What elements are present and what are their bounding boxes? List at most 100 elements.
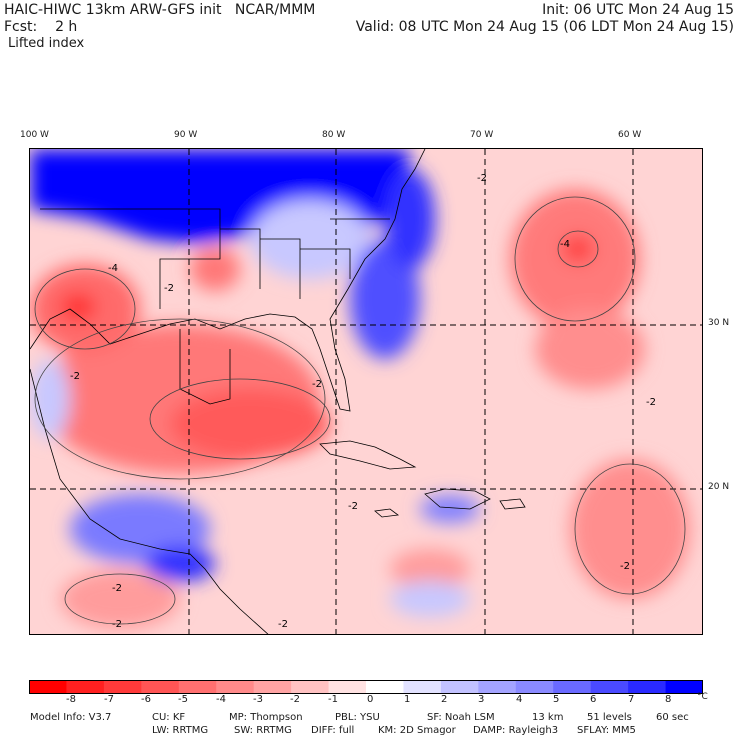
lon-label-60w: 60 W bbox=[618, 130, 642, 140]
atlantic-south-region bbox=[535, 309, 645, 389]
fcst-value: 2 h bbox=[55, 19, 78, 35]
footer-timestep: 60 sec bbox=[656, 712, 689, 723]
colorbar-swatch bbox=[178, 680, 217, 694]
footer-diff: DIFF: full bbox=[311, 725, 355, 736]
colorbar-swatch bbox=[403, 680, 442, 694]
colorbar-unit: °C bbox=[697, 692, 708, 702]
init-time: Init: 06 UTC Mon 24 Aug 15 bbox=[542, 2, 734, 18]
texas-core bbox=[60, 293, 96, 321]
footer-mp: MP: Thompson bbox=[229, 712, 303, 723]
map-canvas: -2 -4 -2 -2 -2 -2 -2 -2 -2 -2 -4 -2 bbox=[30, 149, 702, 634]
colorbar-label: 7 bbox=[628, 694, 635, 705]
colorbar-label: 8 bbox=[665, 694, 672, 705]
caribbean-south-region bbox=[390, 549, 470, 589]
colorbar-label: 1 bbox=[404, 694, 411, 705]
cuba bbox=[319, 440, 417, 470]
lat-label-20n: 20 N bbox=[708, 482, 730, 492]
puerto-rico bbox=[499, 498, 526, 510]
contour-label: -4 bbox=[560, 239, 570, 250]
org-label: NCAR/MMM bbox=[234, 2, 316, 18]
colorbar-swatch bbox=[553, 680, 592, 694]
gulf-atlantic-coast bbox=[30, 149, 426, 412]
run-title: HAIC-HIWC 13km ARW-GFS init bbox=[4, 2, 222, 18]
gulfstream-stable-region bbox=[350, 239, 420, 359]
lon-label-80w: 80 W bbox=[322, 130, 346, 140]
footer-damp: DAMP: Rayleigh3 bbox=[473, 725, 559, 736]
colorbar-label: -4 bbox=[216, 694, 226, 705]
lat-lon-grid bbox=[30, 149, 702, 634]
li-contours bbox=[34, 196, 686, 625]
footer-resolution: 13 km bbox=[532, 712, 564, 723]
colorbar-label: -7 bbox=[104, 694, 114, 705]
colorbar-swatch bbox=[590, 680, 629, 694]
colorbar-swatch bbox=[328, 680, 367, 694]
colorbar-label: -3 bbox=[253, 694, 263, 705]
hispaniola-stable-region bbox=[420, 495, 480, 523]
colorbar-label: 2 bbox=[441, 694, 448, 705]
colorbar-swatch bbox=[216, 680, 255, 694]
valid-time: Valid: 08 UTC Mon 24 Aug 15 (06 LDT Mon … bbox=[355, 19, 734, 35]
colorbar-label: 3 bbox=[478, 694, 485, 705]
contour-label: -2 bbox=[348, 501, 358, 512]
weather-map: -2 -4 -2 -2 -2 -2 -2 -2 -2 -2 -4 -2 bbox=[29, 148, 703, 635]
colorbar-swatch bbox=[366, 680, 404, 694]
colorbar-swatch bbox=[515, 680, 554, 694]
contour-label: -2 bbox=[70, 371, 80, 382]
contour-label: -2 bbox=[112, 619, 122, 630]
mexico-central-america-coast bbox=[30, 368, 269, 634]
guatemala-stable-core bbox=[145, 546, 215, 582]
hispaniola bbox=[424, 488, 491, 510]
lon-label-90w: 90 W bbox=[174, 130, 198, 140]
footer-sw: SW: RRTMG bbox=[234, 725, 292, 736]
jamaica bbox=[374, 508, 400, 518]
colorbar-label: 0 bbox=[367, 694, 374, 705]
contour-label: -4 bbox=[108, 263, 118, 274]
colorbar-label: 6 bbox=[590, 694, 597, 705]
contour-label: -2 bbox=[278, 619, 288, 630]
carolina-stable-region bbox=[385, 169, 435, 269]
lon-label-70w: 70 W bbox=[470, 130, 494, 140]
contour-label: -2 bbox=[646, 397, 656, 408]
colorbar-swatch bbox=[66, 680, 105, 694]
lon-label-100w: 100 W bbox=[20, 130, 49, 140]
colorbar-swatch bbox=[628, 680, 667, 694]
colorbar-label: -2 bbox=[290, 694, 300, 705]
colorbar-label: 5 bbox=[553, 694, 560, 705]
footer-sflay: SFLAY: MM5 bbox=[577, 725, 636, 736]
pacific-region bbox=[60, 569, 180, 629]
yucatan bbox=[179, 329, 231, 405]
field-name: Lifted index bbox=[8, 36, 85, 51]
lower-miss-region bbox=[190, 247, 240, 291]
colorbar-swatch bbox=[141, 680, 180, 694]
colorbar-label: -1 bbox=[328, 694, 338, 705]
contour-label: -2 bbox=[620, 561, 630, 572]
colorbar-swatch bbox=[291, 680, 330, 694]
colorbar bbox=[29, 680, 703, 694]
footer-sf: SF: Noah LSM bbox=[427, 712, 495, 723]
colorbar-swatch bbox=[253, 680, 292, 694]
colorbar-swatch bbox=[478, 680, 517, 694]
footer-model: Model Info: V3.7 bbox=[30, 712, 112, 723]
gulf-core-region bbox=[170, 389, 330, 459]
caribbean-east-region bbox=[570, 459, 690, 599]
colorbar-swatch bbox=[29, 680, 67, 694]
fcst-label: Fcst: bbox=[4, 19, 38, 35]
colorbar-label: 4 bbox=[516, 694, 523, 705]
contour-label: -2 bbox=[312, 379, 322, 390]
shaded-field bbox=[30, 149, 690, 629]
colorbar-swatch bbox=[103, 680, 142, 694]
west-mexico-stable bbox=[30, 359, 70, 439]
contour-label: -2 bbox=[164, 283, 174, 294]
forecast-hour: Fcst: 2 h bbox=[4, 19, 77, 35]
footer-lw: LW: RRTMG bbox=[152, 725, 209, 736]
title-line: HAIC-HIWC 13km ARW-GFS init NCAR/MMM bbox=[4, 2, 315, 18]
contour-label: -2 bbox=[477, 173, 487, 184]
footer-pbl: PBL: YSU bbox=[335, 712, 380, 723]
contour-label: -2 bbox=[112, 583, 122, 594]
footer-cu: CU: KF bbox=[152, 712, 186, 723]
contour-label-group: -2 -4 -2 -2 -2 -2 -2 -2 -2 -2 -4 -2 bbox=[70, 173, 656, 630]
colorbar-label: -6 bbox=[141, 694, 151, 705]
state-borders bbox=[40, 208, 390, 309]
caribbean-stable-region bbox=[390, 581, 470, 617]
coastlines bbox=[30, 149, 526, 634]
